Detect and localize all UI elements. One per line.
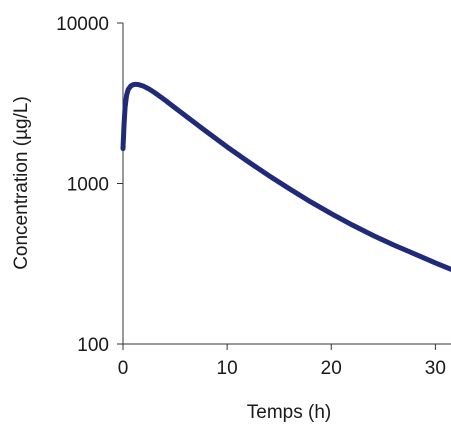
x-tick-label: 20	[321, 358, 342, 379]
x-tick-label: 30	[425, 358, 446, 379]
plot-area	[120, 81, 451, 272]
y-tick-label: 100	[77, 335, 109, 356]
y-axis: 100 1000 10000	[56, 14, 124, 356]
series-line	[120, 81, 451, 272]
x-axis: 0 10 20 30	[118, 343, 451, 379]
y-axis-title: Concentration (µg/L)	[11, 96, 32, 270]
x-tick-label: 0	[118, 358, 129, 379]
y-tick-label: 10000	[56, 14, 109, 35]
x-tick-label: 10	[217, 358, 238, 379]
y-tick-label: 1000	[67, 175, 109, 196]
x-axis-title: Temps (h)	[247, 402, 331, 423]
